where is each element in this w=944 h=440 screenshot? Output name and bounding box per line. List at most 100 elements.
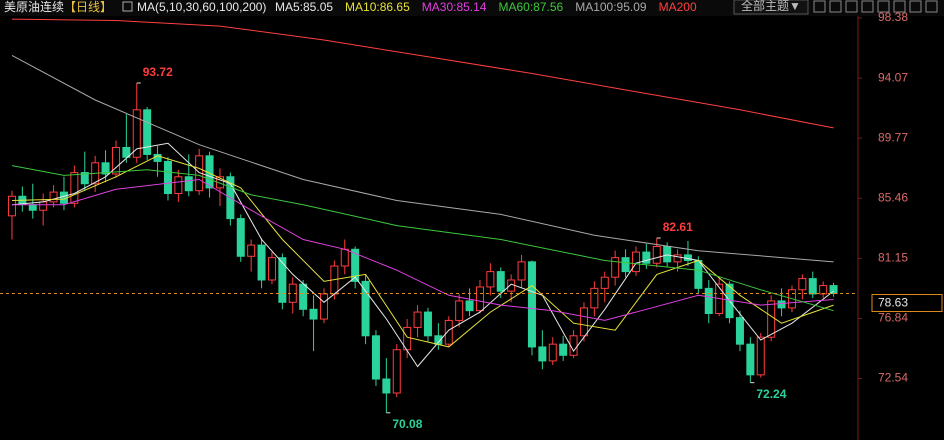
- candle-body: [195, 155, 204, 192]
- candle-body: [465, 300, 474, 312]
- candle-body: [683, 254, 692, 261]
- candle-body: [361, 280, 370, 337]
- candle-body: [455, 300, 464, 321]
- period: 【日线】: [64, 0, 112, 14]
- ma-line: [11, 18, 834, 129]
- candle-body: [808, 278, 817, 295]
- candle-body: [382, 378, 391, 394]
- candle-body: [496, 271, 505, 292]
- candle-body: [7, 195, 16, 217]
- legend-entry: MA100:95.09: [575, 0, 647, 14]
- candle-body: [538, 346, 547, 362]
- candle-body: [590, 287, 599, 309]
- candle-body: [132, 109, 141, 158]
- y-tick-label: 76.84: [878, 311, 908, 325]
- candle-body: [319, 293, 328, 320]
- toolbar-icon[interactable]: [925, 0, 938, 13]
- toolbar-icon[interactable]: [909, 0, 922, 13]
- candle-body: [267, 257, 276, 281]
- candle-body: [611, 257, 620, 278]
- toolbar-icon[interactable]: [893, 0, 906, 13]
- candle-body: [70, 172, 79, 204]
- candle-body: [579, 307, 588, 337]
- candle-body: [247, 244, 256, 257]
- candle-body: [798, 278, 807, 291]
- candle-body: [444, 319, 453, 345]
- legend: MA5:85.05 MA10:86.65 MA30:85.14 MA60:87.56 M…: [275, 0, 697, 14]
- candle-body: [704, 287, 713, 314]
- plot-area: 93.72 70.08 82.61 72.24: [0, 18, 858, 431]
- extreme-label: 70.08: [392, 417, 422, 431]
- candle-body: [631, 251, 640, 273]
- y-tick-label: 81.15: [878, 251, 908, 265]
- candle-body: [351, 248, 360, 282]
- candle-body: [517, 261, 526, 281]
- y-tick-label: 98.38: [878, 10, 908, 24]
- candle-body: [829, 285, 838, 295]
- y-tick-label: 72.54: [878, 371, 908, 385]
- toolbar-icon[interactable]: [829, 0, 842, 13]
- candle-body: [486, 271, 495, 288]
- legend-entry: MA30:85.14: [422, 0, 487, 14]
- settings-icon[interactable]: [122, 1, 133, 12]
- candle-body: [28, 204, 37, 211]
- candle-body: [122, 146, 131, 158]
- candle-body: [569, 335, 578, 356]
- extreme-label: 72.24: [756, 387, 786, 401]
- candle-body: [236, 218, 245, 257]
- candle-body: [340, 248, 349, 267]
- candle-body: [163, 160, 172, 194]
- theme-button[interactable]: [733, 0, 809, 15]
- extreme-label: 93.72: [143, 65, 173, 79]
- extreme-label: 82.61: [663, 220, 693, 234]
- legend-entry: MA10:86.65: [345, 0, 410, 14]
- candle-body: [184, 176, 193, 192]
- legend-entry: MA60:87.56: [498, 0, 563, 14]
- candle-body: [777, 300, 786, 309]
- candle-body: [559, 343, 568, 356]
- candle-body: [143, 109, 152, 155]
- ma-line: [11, 142, 834, 368]
- candle-body: [278, 257, 287, 303]
- toolbar-icon[interactable]: [877, 0, 890, 13]
- candle-body: [600, 276, 609, 289]
- toolbar-icon[interactable]: [813, 0, 826, 13]
- candle-body: [642, 251, 651, 264]
- theme-button-label[interactable]: 全部主题▼: [741, 0, 801, 13]
- toolbar-icon[interactable]: [861, 0, 874, 13]
- y-tick-label: 85.46: [878, 190, 908, 204]
- candle-body: [299, 283, 308, 310]
- ma-line: [12, 178, 834, 321]
- ma-line: [11, 165, 834, 312]
- candle-body: [746, 343, 755, 376]
- ma-line: [11, 155, 834, 348]
- instrument: 美原油连续: [4, 0, 64, 14]
- toolbar-icon[interactable]: [845, 0, 858, 13]
- candle-body: [413, 311, 422, 328]
- candle-body: [819, 285, 828, 295]
- candle-body: [475, 286, 484, 312]
- legend-entry: MA5:85.05: [275, 0, 333, 14]
- candle-body: [111, 146, 120, 175]
- current-price-box: [871, 294, 943, 313]
- header-bar: [0, 0, 944, 16]
- current-price-label: 78.63: [878, 296, 908, 310]
- candle-body: [527, 261, 536, 348]
- candle-body: [423, 311, 432, 337]
- candle-body: [767, 300, 776, 338]
- candle-body: [652, 246, 661, 264]
- candle-body: [663, 246, 672, 263]
- candle-body: [756, 336, 765, 376]
- candle-body: [174, 176, 183, 194]
- ma-line: [11, 54, 834, 263]
- candle-body: [694, 259, 703, 289]
- candle-body: [371, 335, 380, 380]
- candle-body: [621, 257, 630, 273]
- candle-body: [309, 308, 318, 320]
- y-tick-label: 89.77: [878, 130, 908, 144]
- candle-body: [49, 191, 58, 203]
- candle-body: [39, 201, 48, 211]
